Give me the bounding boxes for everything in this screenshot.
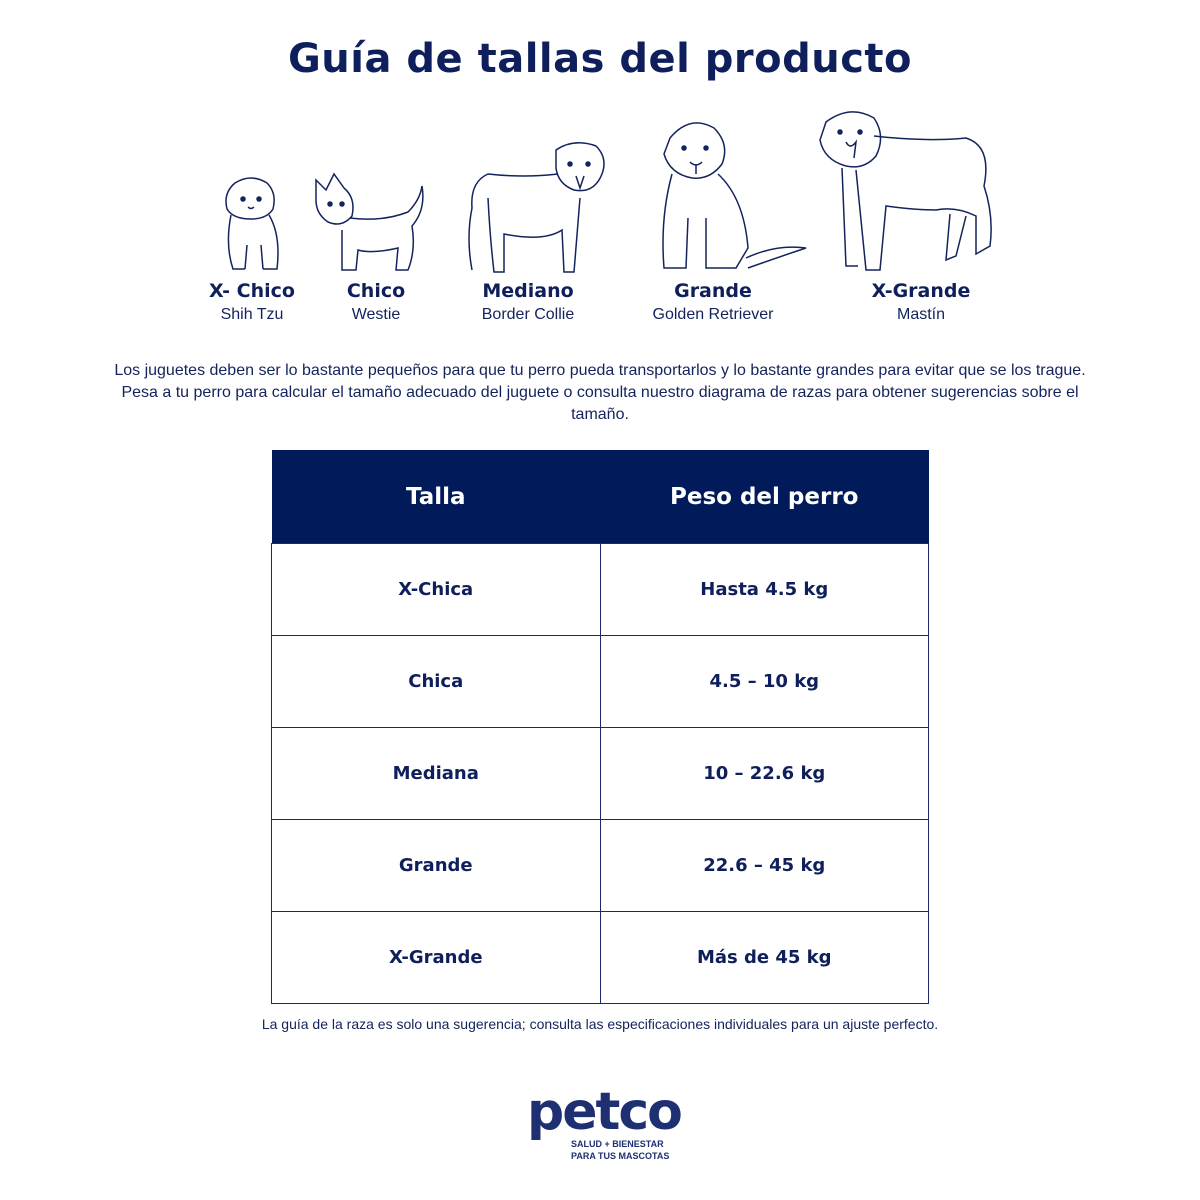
golden-retriever-icon <box>656 118 810 274</box>
table-row: X-Chica Hasta 4.5 kg <box>271 543 929 636</box>
size-table: Talla Peso del perro X-Chica Hasta 4.5 kg… <box>271 450 929 1004</box>
mastiff-icon <box>816 106 998 274</box>
size-label: Mediano <box>482 280 574 302</box>
weight-cell: Hasta 4.5 kg <box>599 543 929 636</box>
dog-size-mediano: Mediano Border Collie <box>428 280 628 324</box>
dog-size-chico: Chico Westie <box>276 280 476 324</box>
size-cell: Mediana <box>271 727 601 820</box>
weight-cell: 22.6 – 45 kg <box>599 819 929 912</box>
dog-size-x-chico: X- Chico Shih Tzu <box>152 280 352 324</box>
breed-label: Golden Retriever <box>652 306 774 323</box>
table-row: X-Grande Más de 45 kg <box>271 911 929 1004</box>
breed-label: Shih Tzu <box>220 306 284 323</box>
westie-icon <box>312 170 428 274</box>
size-cell: X-Chica <box>271 543 601 636</box>
dog-size-x-grande: X-Grande Mastín <box>821 280 1021 324</box>
size-cell: Chica <box>271 635 601 728</box>
logo-tagline-2: PARA TUS MASCOTAS <box>571 1151 670 1161</box>
size-cell: X-Grande <box>271 911 601 1004</box>
header-weight: Peso del perro <box>600 450 929 544</box>
dog-size-grande: Grande Golden Retriever <box>613 280 813 324</box>
size-label: X- Chico <box>209 280 295 302</box>
table-row: Chica 4.5 – 10 kg <box>271 635 929 728</box>
size-cell: Grande <box>271 819 601 912</box>
table-row: Grande 22.6 – 45 kg <box>271 819 929 912</box>
size-label: X-Grande <box>871 280 971 302</box>
footnote: La guía de la raza es solo una sugerenci… <box>261 1016 939 1032</box>
size-label: Grande <box>674 280 752 302</box>
size-label: Chico <box>346 280 406 302</box>
logo-tagline-1: SALUD + BIENESTAR <box>571 1139 664 1149</box>
table-header: Talla Peso del perro <box>271 450 929 544</box>
petco-logo: petco SALUD + BIENESTAR PARA TUS MASCOTA… <box>527 1082 683 1162</box>
weight-cell: 4.5 – 10 kg <box>599 635 929 728</box>
breed-label: Border Collie <box>481 306 575 323</box>
table-row: Mediana 10 – 22.6 kg <box>271 727 929 820</box>
page-title: Guía de tallas del producto <box>287 36 913 82</box>
shih-tzu-icon <box>215 175 287 273</box>
logo-wordmark: petco <box>527 1082 683 1142</box>
breed-label: Mastín <box>896 306 945 323</box>
border-collie-icon <box>464 138 610 276</box>
breed-label: Westie <box>351 306 401 323</box>
weight-cell: 10 – 22.6 kg <box>599 727 929 820</box>
weight-cell: Más de 45 kg <box>599 911 929 1004</box>
description: Los juguetes deben ser lo bastante peque… <box>114 362 1086 423</box>
header-size: Talla <box>271 450 600 544</box>
